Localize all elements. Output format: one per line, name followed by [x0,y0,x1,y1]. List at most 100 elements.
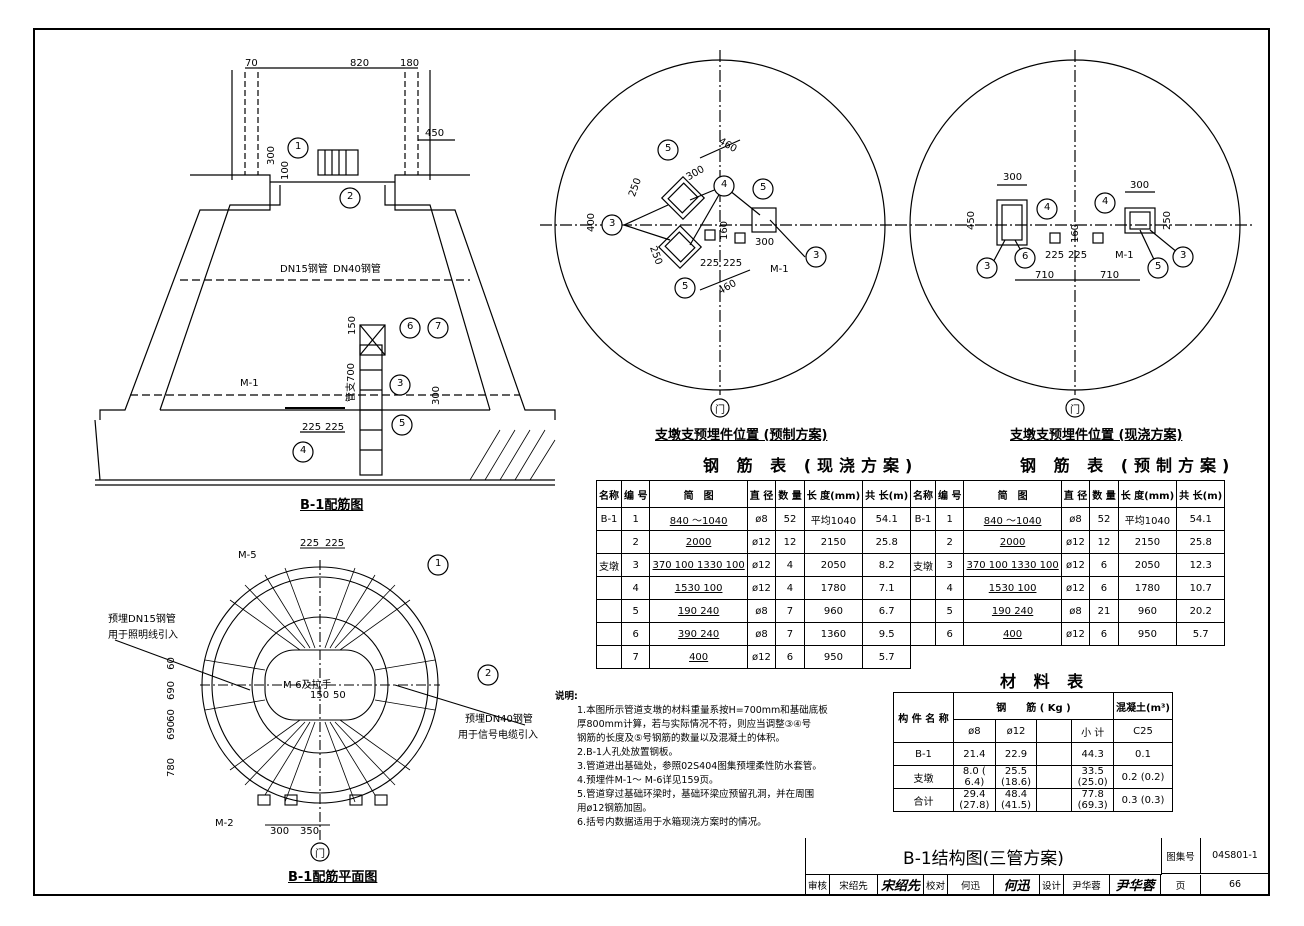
cell-dia: ø12 [746,645,777,669]
table-row: B-1 21.4 22.9 44.3 0.1 [893,742,1173,766]
cell-name [596,530,622,554]
cell-name [910,622,936,646]
cell-total: 5.7 [862,645,912,669]
page-label: 页 [1161,875,1201,894]
mt-sub-0: ø8 [953,719,996,743]
design-label: 设计 [1040,875,1064,894]
cell-name [596,622,622,646]
plan-dim-150: 150 [310,690,330,701]
cr-dim-300-a: 300 [1003,172,1023,183]
cell-no: 7 [620,645,651,669]
material-table: 构 件 名 称 钢 筋 ( Kg ) 混凝土(m³) ø8 ø12 小 计 C2… [893,692,1173,812]
table-row: 支墩 3 370 100 1330 100 ø12 6 2050 12.3 [910,553,1226,577]
table-row: 7 400 ø12 6 950 5.7 [596,645,912,669]
cell-qty: 6 [1089,622,1119,646]
table-row: 2 2000 ø12 12 2150 25.8 [910,530,1226,554]
elevation-drawing [94,67,556,486]
cl-bubble-3a: 3 [609,218,616,229]
cl-dim-225-a: 225 [700,258,720,269]
plan-door: 门 [315,849,325,860]
cell-len: 1360 [803,622,864,646]
dim-225-b: 225 [325,422,345,433]
material-title: 材 料 表 [1000,672,1090,691]
cell-dia: ø12 [1060,576,1091,600]
cell-dia: ø12 [746,530,777,554]
plan-dim-50: 50 [333,690,346,701]
cl-door: 门 [715,405,725,416]
cr-dim-250: 250 [1162,210,1174,231]
cl-dim-300-b: 300 [755,237,775,248]
th-dia: 直 径 [746,480,777,508]
cl-bubble-4: 4 [721,179,728,190]
note-line: 钢筋的长度及⑤号钢筋的数量以及混凝土的体积。 [577,733,786,744]
cl-bubble-5b: 5 [760,182,767,193]
cl-label-m1: M-1 [770,264,789,275]
cell-len: 1780 [803,576,864,600]
label-m1: M-1 [240,378,259,389]
label-h700: 管支700 [346,362,358,403]
cell-sketch: 1530 100 [649,576,748,600]
circle-left-title: 支墩支预埋件位置 (预制方案) [655,428,828,443]
note-line: 3.管道进出基础处，参照02S404图集预埋柔性防水套管。 [577,761,822,772]
cell-name: B-1 [910,507,936,531]
th-qty: 数 量 [775,480,805,508]
plan-bubbles [310,554,499,862]
cr-dim-450: 450 [966,210,978,231]
checker-name: 何迅 [948,875,994,894]
th-total: 共 长(m) [862,480,912,508]
cell-a: 29.4 (27.8) [953,788,996,812]
review-label: 审核 [806,875,830,894]
cell-total: 5.7 [1176,622,1226,646]
cell-name: 支墩 [893,765,954,789]
th-name: 名称 [910,480,936,508]
plan-dim-300: 300 [270,826,290,837]
mt-sub-1: ø12 [994,719,1038,743]
cl-dim-225-b: 225 [723,258,743,269]
cell-b: 22.9 [994,742,1038,766]
label-m6: M-6及拉手 [283,680,332,691]
cell-d: 44.3 [1071,742,1115,766]
cell-total: 12.3 [1176,553,1226,577]
cell-e: 0.3 (0.3) [1113,788,1173,812]
label-m5: M-5 [238,550,257,561]
table-row: 6 390 240 ø8 7 1360 9.5 [596,622,912,646]
cell-total: 7.1 [862,576,912,600]
cell-dia: ø12 [746,576,777,600]
table-row: B-1 1 840 ～1040 ø8 52 平均1040 54.1 [596,507,912,531]
cell-len: 2050 [1117,553,1178,577]
cell-total: 8.2 [862,553,912,577]
dim-300-bottom: 300 [431,385,443,406]
table-row: 支墩 3 370 100 1330 100 ø12 4 2050 8.2 [596,553,912,577]
cell-qty: 52 [1089,507,1119,531]
cell-dia: ø8 [1060,599,1091,623]
table-row: 支墩 8.0 ( 6.4) 25.5 (18.6) 33.5 (25.0) 0.2 (0… [893,765,1173,789]
check-label: 校对 [924,875,948,894]
table-row: 合计 29.4 (27.8) 48.4 (41.5) 77.8 (69.3) 0.3 (… [893,788,1173,812]
cell-total: 54.1 [862,507,912,531]
plan-dim-780: 780 [166,757,178,778]
cell-total: 6.7 [862,599,912,623]
cell-sketch: 190 240 [963,599,1062,623]
cr-bubble-4b: 4 [1102,196,1109,207]
notes-head: 说明: [555,691,578,702]
note-line: 6.括号内数据适用于水箱现浇方案时的情况。 [577,817,767,828]
cell-len: 2050 [803,553,864,577]
cell-sketch: 390 240 [649,622,748,646]
cell-no: 6 [620,622,651,646]
mt-h-name: 构 件 名 称 [893,692,954,743]
cell-no: 4 [934,576,965,600]
th-qty: 数 量 [1089,480,1119,508]
label-m2: M-2 [215,818,234,829]
note-line: 厚800mm计算，若与实际情况不符，则应当调整③④号 [577,719,812,730]
note-line: 用ø12钢筋加固。 [577,803,652,814]
reviewer-name: 宋绍先 [830,875,878,894]
designer-name: 尹华蓉 [1064,875,1110,894]
plan-dim-225-b: 225 [325,538,345,549]
plan-dim-690-a: 690 [166,680,178,701]
reviewer-signature: 宋绍先 [878,875,924,894]
cl-dim-160: 160 [719,220,731,241]
bubble-2: 2 [347,191,354,202]
cell-name [596,576,622,600]
cell-b: 25.5 (18.6) [994,765,1038,789]
cell-e: 0.1 [1113,742,1173,766]
